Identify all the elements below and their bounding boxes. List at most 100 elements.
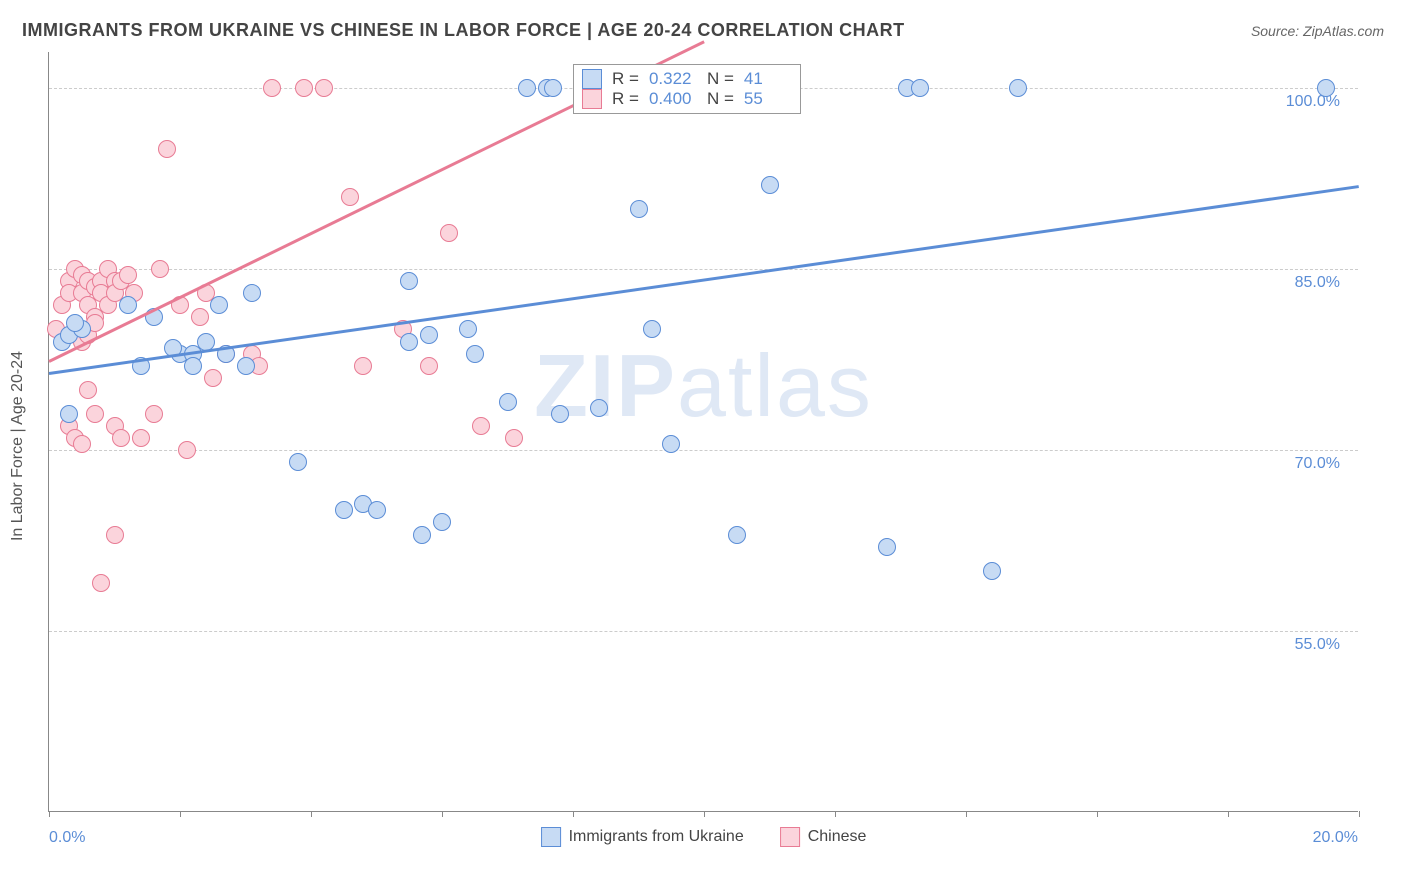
x-tick [573, 811, 574, 817]
stats-n-value-chinese: 55 [744, 89, 792, 109]
scatter-point-ukraine [184, 357, 202, 375]
x-tick [1228, 811, 1229, 817]
scatter-plot: ZIPatlas 0.0% 20.0% Immigrants from Ukra… [48, 52, 1358, 812]
scatter-point-ukraine [728, 526, 746, 544]
scatter-point-ukraine [400, 333, 418, 351]
scatter-point-ukraine [983, 562, 1001, 580]
scatter-point-ukraine [237, 357, 255, 375]
legend-label-ukraine: Immigrants from Ukraine [569, 828, 744, 846]
y-tick-label: 100.0% [1286, 93, 1340, 111]
legend-swatch-ukraine [541, 827, 561, 847]
scatter-point-chinese [92, 574, 110, 592]
legend-swatch-chinese [780, 827, 800, 847]
scatter-point-ukraine [433, 513, 451, 531]
scatter-point-chinese [354, 357, 372, 375]
y-tick-label: 70.0% [1295, 455, 1340, 473]
scatter-point-chinese [204, 369, 222, 387]
scatter-point-ukraine [551, 405, 569, 423]
stats-r-value-chinese: 0.400 [649, 89, 697, 109]
scatter-point-chinese [295, 79, 313, 97]
x-tick [1359, 811, 1360, 817]
scatter-point-ukraine [878, 538, 896, 556]
source-label: Source: ZipAtlas.com [1251, 23, 1384, 39]
x-tick [835, 811, 836, 817]
chart-title: IMMIGRANTS FROM UKRAINE VS CHINESE IN LA… [22, 20, 905, 41]
scatter-point-ukraine [335, 501, 353, 519]
scatter-point-chinese [112, 429, 130, 447]
legend-item-ukraine: Immigrants from Ukraine [541, 827, 744, 847]
scatter-point-chinese [145, 405, 163, 423]
scatter-point-chinese [158, 140, 176, 158]
scatter-point-chinese [106, 526, 124, 544]
scatter-point-ukraine [119, 296, 137, 314]
scatter-point-ukraine [518, 79, 536, 97]
legend-item-chinese: Chinese [780, 827, 867, 847]
stats-swatch-ukraine [582, 69, 602, 89]
scatter-point-chinese [505, 429, 523, 447]
scatter-point-ukraine [1009, 79, 1027, 97]
x-tick [704, 811, 705, 817]
scatter-point-chinese [472, 417, 490, 435]
scatter-point-ukraine [499, 393, 517, 411]
scatter-point-ukraine [210, 296, 228, 314]
scatter-point-ukraine [590, 399, 608, 417]
x-tick [311, 811, 312, 817]
x-tick [180, 811, 181, 817]
scatter-point-ukraine [643, 320, 661, 338]
scatter-point-ukraine [289, 453, 307, 471]
stats-r-label: R = [612, 69, 639, 89]
scatter-point-ukraine [911, 79, 929, 97]
scatter-point-chinese [315, 79, 333, 97]
scatter-point-ukraine [368, 501, 386, 519]
stats-swatch-chinese [582, 89, 602, 109]
scatter-point-chinese [86, 405, 104, 423]
stats-r-value-ukraine: 0.322 [649, 69, 697, 89]
x-tick [49, 811, 50, 817]
stats-r-label: R = [612, 89, 639, 109]
stats-row-chinese: R = 0.400 N = 55 [582, 89, 792, 109]
scatter-point-chinese [151, 260, 169, 278]
x-axis-max-label: 20.0% [1313, 829, 1358, 847]
scatter-point-ukraine [66, 314, 84, 332]
scatter-point-ukraine [761, 176, 779, 194]
legend-label-chinese: Chinese [808, 828, 867, 846]
y-tick-label: 55.0% [1295, 636, 1340, 654]
legend: Immigrants from Ukraine Chinese [541, 827, 867, 847]
scatter-point-ukraine [400, 272, 418, 290]
x-tick [1097, 811, 1098, 817]
scatter-point-ukraine [630, 200, 648, 218]
scatter-point-chinese [440, 224, 458, 242]
x-tick [442, 811, 443, 817]
scatter-point-chinese [119, 266, 137, 284]
gridline-horizontal [49, 269, 1358, 270]
scatter-point-chinese [420, 357, 438, 375]
gridline-horizontal [49, 631, 1358, 632]
scatter-point-ukraine [466, 345, 484, 363]
stats-row-ukraine: R = 0.322 N = 41 [582, 69, 792, 89]
scatter-point-chinese [132, 429, 150, 447]
y-axis-title: In Labor Force | Age 20-24 [9, 351, 27, 541]
stats-n-label: N = [707, 69, 734, 89]
gridline-horizontal [49, 450, 1358, 451]
scatter-point-chinese [178, 441, 196, 459]
scatter-point-chinese [341, 188, 359, 206]
watermark: ZIPatlas [534, 335, 873, 437]
scatter-point-ukraine [1317, 79, 1335, 97]
stats-n-label: N = [707, 89, 734, 109]
scatter-point-ukraine [243, 284, 261, 302]
scatter-point-ukraine [662, 435, 680, 453]
stats-box: R = 0.322 N = 41 R = 0.400 N = 55 [573, 64, 801, 114]
trend-line-ukraine [49, 185, 1359, 375]
scatter-point-ukraine [413, 526, 431, 544]
scatter-point-ukraine [420, 326, 438, 344]
scatter-point-ukraine [60, 405, 78, 423]
x-tick [966, 811, 967, 817]
scatter-point-ukraine [459, 320, 477, 338]
scatter-point-chinese [191, 308, 209, 326]
scatter-point-chinese [79, 381, 97, 399]
stats-n-value-ukraine: 41 [744, 69, 792, 89]
y-tick-label: 85.0% [1295, 274, 1340, 292]
scatter-point-chinese [73, 435, 91, 453]
scatter-point-ukraine [544, 79, 562, 97]
x-axis-min-label: 0.0% [49, 829, 85, 847]
